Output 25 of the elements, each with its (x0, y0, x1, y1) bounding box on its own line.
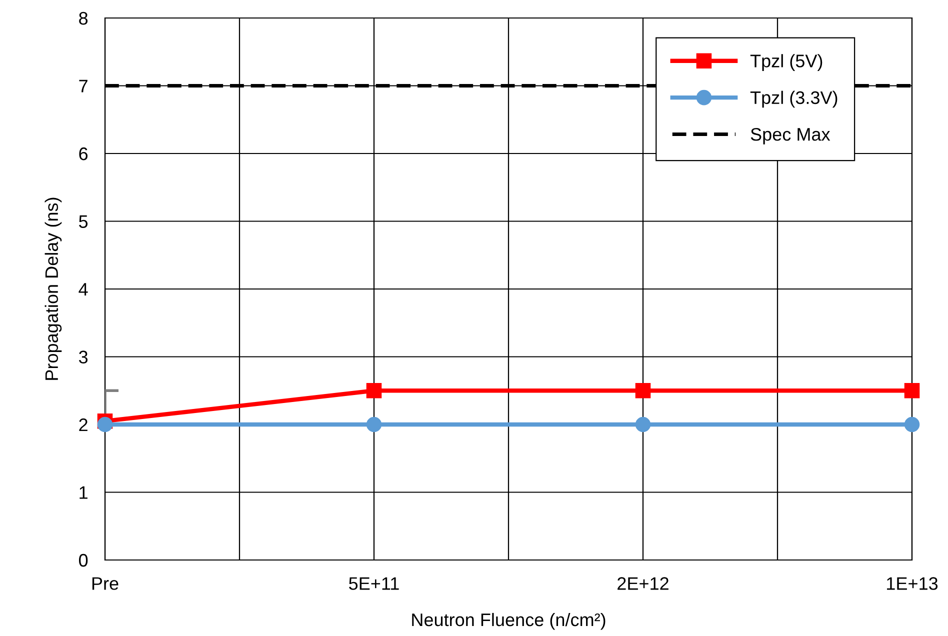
y-tick-label: 8 (79, 12, 88, 25)
y-axis-title: Propagation Delay (ns) (44, 198, 62, 380)
point (97, 416, 113, 432)
x-tick-label: 5E+11 (349, 577, 399, 590)
x-tick-label: Pre (92, 577, 118, 590)
legend-label: Spec Max (750, 128, 830, 144)
point (366, 416, 382, 432)
y-tick-label: 3 (78, 350, 88, 364)
point (904, 382, 920, 398)
legend-label: Tpzl (3.3V) (750, 90, 838, 108)
legend-label: Tpzl (5V) (750, 54, 822, 71)
y-tick-label: 5 (79, 215, 88, 228)
point (366, 382, 382, 398)
y-tick-label: 4 (78, 283, 88, 296)
y-tick-label: 6 (79, 147, 88, 160)
x-tick-label: 2E+12 (618, 577, 668, 590)
point (635, 382, 651, 398)
x-tick-label: 1E+13 (887, 577, 938, 590)
point (904, 416, 920, 432)
y-tick-label: 2 (79, 418, 88, 432)
y-tick-label: 1 (80, 486, 88, 499)
y-tick-label: 7 (79, 80, 88, 92)
x-axis-title: Neutron Fluence (n/cm²) (412, 612, 606, 630)
y-tick-label: 0 (79, 554, 88, 567)
point (635, 416, 651, 432)
